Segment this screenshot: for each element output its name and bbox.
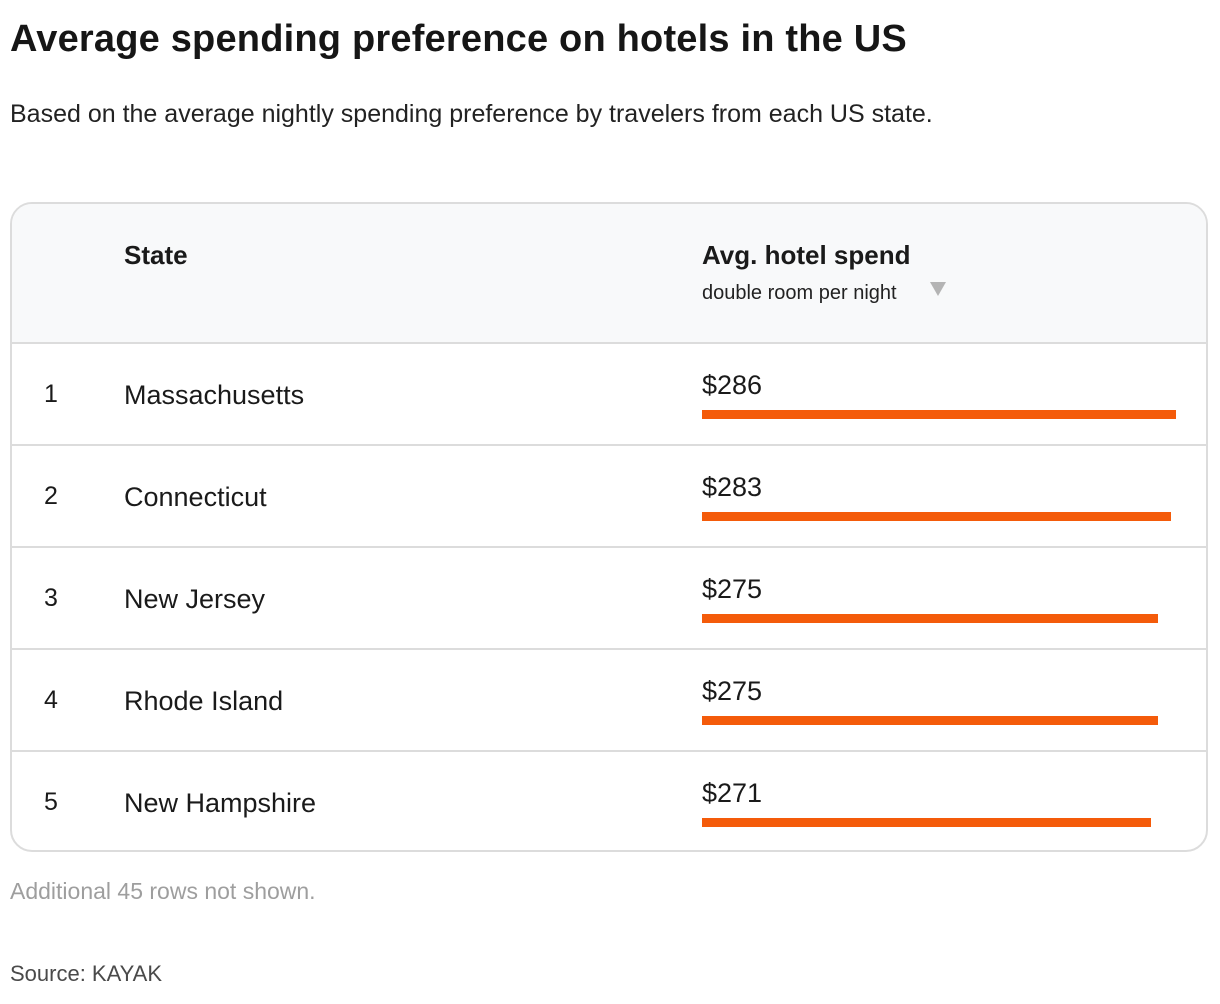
column-header-state[interactable]: State — [124, 240, 188, 270]
spend-bar — [702, 512, 1171, 521]
chart-title: Average spending preference on hotels in… — [10, 18, 907, 60]
row-spend-value: $275 — [702, 574, 763, 604]
rows-hidden-note: Additional 45 rows not shown. — [10, 878, 316, 904]
table-row: 3 New Jersey $275 — [12, 548, 1206, 650]
row-rank: 2 — [44, 482, 58, 510]
table-header: State Avg. hotel spend double room per n… — [12, 204, 1206, 344]
sort-descending-icon[interactable] — [930, 282, 946, 296]
spend-bar — [702, 716, 1158, 725]
chart-subtitle: Based on the average nightly spending pr… — [10, 100, 933, 128]
row-rank: 5 — [44, 788, 58, 816]
column-header-hotel-spend[interactable]: Avg. hotel spend — [702, 240, 911, 270]
row-rank: 4 — [44, 686, 58, 714]
row-spend-value: $286 — [702, 370, 763, 400]
spend-bar — [702, 818, 1151, 827]
row-spend-value: $271 — [702, 778, 763, 808]
data-table: State Avg. hotel spend double room per n… — [10, 202, 1208, 852]
row-rank: 3 — [44, 584, 58, 612]
row-state-name: Connecticut — [124, 482, 267, 512]
source-credit: Source: KAYAK — [10, 961, 163, 986]
table-row: 1 Massachusetts $286 — [12, 344, 1206, 446]
row-rank: 1 — [44, 380, 58, 408]
row-state-name: New Hampshire — [124, 788, 317, 818]
row-state-name: Rhode Island — [124, 686, 284, 716]
table-row: 5 New Hampshire $271 — [12, 752, 1206, 850]
column-header-hotel-spend-subtitle: double room per night — [702, 282, 897, 304]
row-state-name: New Jersey — [124, 584, 266, 614]
table-row: 2 Connecticut $283 — [12, 446, 1206, 548]
spend-bar — [702, 410, 1176, 419]
row-spend-value: $283 — [702, 472, 763, 502]
row-spend-value: $275 — [702, 676, 763, 706]
spend-bar — [702, 614, 1158, 623]
table-body: 1 Massachusetts $286 2 Connecticut $283 3 New J… — [12, 344, 1206, 850]
table-row: 4 Rhode Island $275 — [12, 650, 1206, 752]
row-state-name: Massachusetts — [124, 380, 305, 410]
